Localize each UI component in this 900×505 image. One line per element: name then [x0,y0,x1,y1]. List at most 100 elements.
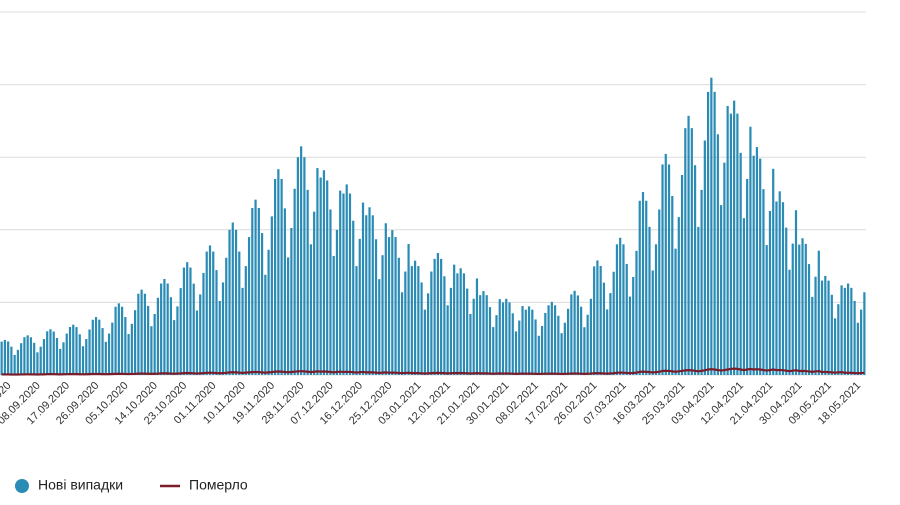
bar [410,266,413,375]
bar [791,243,794,375]
bar [693,165,697,375]
legend-label: Нові випадки [38,477,123,493]
bar [153,314,156,375]
bar [706,91,710,376]
bar [433,258,436,375]
bar [23,337,26,375]
bar [807,264,811,375]
bar [840,285,843,375]
bar [856,322,859,375]
bar [860,309,863,375]
bar [423,309,426,375]
bar [59,348,62,375]
bar [524,309,527,375]
bar [801,238,804,375]
bar [264,274,267,375]
bar [593,266,596,375]
bar [716,134,719,375]
bar [553,305,557,375]
bar [775,201,778,375]
bar [713,91,716,376]
bar [427,293,430,375]
bar [495,315,498,375]
bar [527,306,531,375]
bar [65,333,68,375]
bar [739,152,742,375]
bar [833,318,837,375]
bar [794,210,798,375]
bar [163,278,166,375]
bar [606,309,609,375]
bar [723,162,726,375]
bar [472,298,475,375]
bar [404,271,407,375]
bar [358,238,361,375]
bar [778,191,781,375]
bar [293,188,296,375]
bar [413,260,417,375]
bar [3,339,6,375]
bar [547,305,550,375]
bar [615,244,619,375]
bar [853,300,856,375]
bar [752,155,755,375]
bar [661,164,664,375]
bar [720,205,723,375]
bar [710,77,713,375]
bar [33,342,36,375]
bar [130,323,133,375]
bar [436,253,439,375]
bar [156,297,160,375]
bar [505,298,508,375]
bar [537,335,540,375]
bar [290,227,293,375]
bar [567,308,570,375]
bar [684,128,687,375]
bar [443,276,446,375]
bar [557,315,560,375]
bar [846,283,850,375]
bar [501,302,505,375]
bar [251,208,254,375]
bar [195,310,199,375]
bar [205,251,208,375]
bar [765,245,768,375]
bar [772,168,775,375]
bar [283,208,286,375]
bar [827,280,830,375]
bar [781,202,785,375]
bar [628,296,632,375]
bar [599,265,602,375]
bar [837,304,840,375]
bar [10,346,13,375]
bar [518,320,521,375]
bar [352,220,355,375]
bar [785,227,788,375]
legend-label: Померло [189,477,248,493]
bar [62,342,65,375]
legend-marker [15,479,29,493]
bar [101,328,104,375]
bar [160,283,163,375]
bar [104,341,107,375]
bar [326,180,329,375]
bar [479,295,482,375]
bar [234,229,238,375]
bar [287,257,290,375]
bar [430,271,433,375]
bar [98,319,101,375]
bar [42,339,46,375]
bar [667,164,671,375]
bar [244,266,247,375]
bar [768,210,772,375]
bar [534,319,537,375]
bar [521,306,524,375]
bar [137,293,140,375]
bar [788,269,791,375]
bar [804,243,807,375]
bar [726,106,729,375]
bar [280,178,283,375]
bar [81,346,85,375]
bar [817,250,820,375]
bar [729,113,732,375]
